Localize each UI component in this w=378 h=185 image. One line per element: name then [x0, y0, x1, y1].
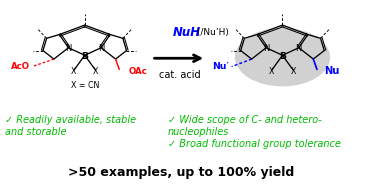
Text: N: N — [65, 44, 71, 53]
Text: N: N — [98, 44, 104, 53]
Text: >50 examples, up to 100% yield: >50 examples, up to 100% yield — [68, 166, 294, 179]
Text: N: N — [263, 44, 270, 53]
Text: NuH: NuH — [173, 26, 201, 39]
Text: (/Nu’H): (/Nu’H) — [194, 28, 229, 37]
Text: X = CN: X = CN — [71, 81, 99, 90]
Text: B: B — [279, 52, 286, 61]
Text: ✓ Readily available, stable: ✓ Readily available, stable — [5, 115, 136, 125]
Text: X: X — [71, 67, 77, 76]
Text: cat. acid: cat. acid — [158, 70, 200, 80]
Text: ✓ Broad functional group tolerance: ✓ Broad functional group tolerance — [168, 139, 341, 149]
Text: nucleophiles: nucleophiles — [168, 127, 229, 137]
Text: B: B — [81, 52, 88, 61]
Text: X: X — [269, 67, 274, 76]
Ellipse shape — [235, 28, 330, 86]
Text: AcO: AcO — [11, 62, 30, 71]
Text: and storable: and storable — [5, 127, 67, 137]
Text: Nu: Nu — [324, 66, 339, 76]
Text: ✓ Wide scope of C- and hetero-: ✓ Wide scope of C- and hetero- — [168, 115, 322, 125]
Text: OAc: OAc — [128, 67, 147, 76]
Text: X: X — [93, 67, 98, 76]
Text: X: X — [291, 67, 296, 76]
Text: Nu′: Nu′ — [212, 62, 229, 71]
Text: N: N — [296, 44, 302, 53]
